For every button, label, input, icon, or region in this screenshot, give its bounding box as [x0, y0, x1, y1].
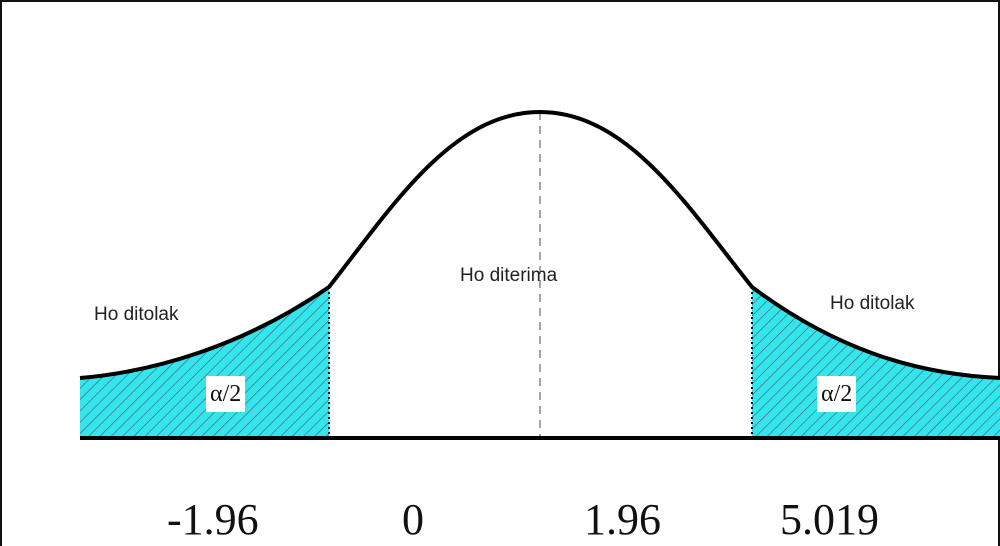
left-reject-label: Ho ditolak [94, 304, 179, 325]
right-reject-label: Ho ditolak [830, 293, 915, 314]
right-rejection-area [752, 287, 1000, 437]
normal-curve [79, 109, 1000, 380]
accept-region-label: Ho diterima [460, 265, 558, 286]
left-alpha-label: α/2 [206, 376, 246, 412]
center-value: 0 [402, 495, 424, 544]
test-statistic-value: 5.019 [780, 495, 879, 544]
pos-critical-value: 1.96 [584, 495, 661, 544]
right-alpha-label: α/2 [817, 376, 857, 412]
neg-critical-value: -1.96 [167, 495, 259, 544]
